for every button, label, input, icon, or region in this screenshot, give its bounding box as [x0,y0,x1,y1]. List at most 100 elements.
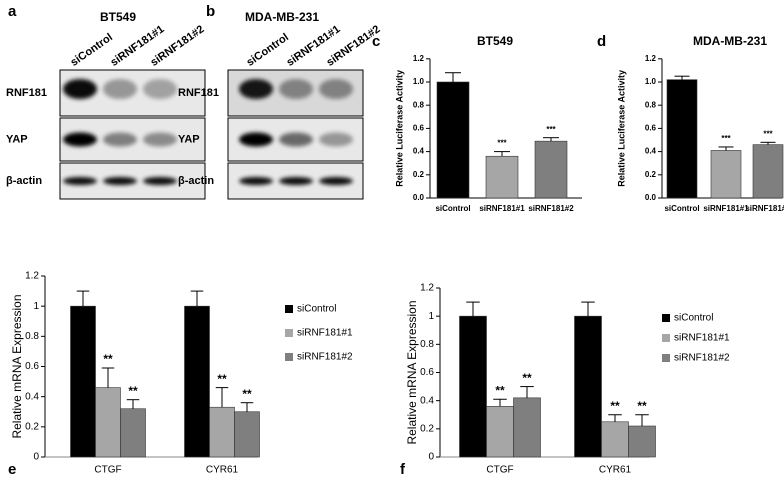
legend-label: siRNF181#1 [297,328,353,339]
significance-label: ** [242,387,252,401]
y-tick-label: 0.2 [645,170,657,179]
x-tick-label: CYR61 [206,465,239,476]
y-tick-label: 0.2 [25,421,39,432]
blot-row-label: YAP [6,133,28,145]
bar [459,315,487,458]
legend-label: siControl [297,304,336,315]
bar [95,387,121,458]
x-tick-label: siControl [435,204,470,213]
blot-band [63,132,97,147]
x-tick-label: siRNF181#1 [479,204,525,213]
bar [710,150,742,199]
bar [70,305,96,458]
y-tick-label: 1.2 [25,271,39,282]
x-tick-label: siRNF181#1 [703,204,749,213]
y-tick-label: 0.6 [413,124,425,133]
legend-swatch [285,329,293,337]
y-axis-label: Relative mRNA Expression [405,300,419,444]
legend-label: siRNF181#1 [674,333,730,344]
blot-band [279,177,313,185]
y-tick-label: 0.0 [413,193,425,202]
x-tick-label: siRNF181#2 [528,204,574,213]
blot-row-label: YAP [178,133,200,145]
panel-label: d [597,33,606,50]
y-tick-label: 0.6 [25,361,39,372]
blot-band [103,79,137,99]
y-tick-label: 1.0 [645,77,657,86]
panel-label: a [8,3,17,20]
significance-label: *** [546,125,556,134]
blot-band [319,177,353,185]
y-tick-label: 0.8 [645,100,657,109]
bar [574,315,602,458]
x-tick-label: CTGF [94,465,121,476]
significance-label: *** [497,139,507,148]
legend-swatch [662,354,670,362]
x-tick-label: siControl [664,204,699,213]
bar [234,411,260,458]
blot-band [239,79,273,99]
blot-title: BT549 [100,10,136,24]
bar [513,397,541,458]
panel-label: e [8,461,16,478]
y-tick-label: 0.6 [420,367,434,378]
bar [534,140,568,199]
y-tick-label: 1.2 [645,54,657,63]
lane-label: siControl [69,31,115,69]
bar [601,421,629,458]
blot-band [143,79,177,99]
bar [436,81,470,199]
bar [184,305,210,458]
x-tick-label: CTGF [486,465,513,476]
legend-label: siRNF181#2 [674,353,730,364]
panel-label: f [400,461,406,478]
y-tick-label: 0 [428,452,434,463]
y-tick-label: 0.6 [645,124,657,133]
y-axis-label: Relative Luciferase Activity [616,70,626,187]
blot-band [319,132,353,147]
y-tick-label: 0.8 [420,339,434,350]
significance-label: ** [103,352,113,366]
panel-label: b [206,3,215,20]
legend-swatch [285,353,293,361]
bar [120,408,146,458]
y-tick-label: 0.2 [420,423,434,434]
chart-title: MDA-MB-231 [693,34,767,48]
blot-band [63,177,97,185]
y-tick-label: 1 [33,301,39,312]
blot-band [279,79,313,99]
y-axis-label: Relative Luciferase Activity [394,70,404,187]
blot-band [103,177,137,185]
y-tick-label: 0.4 [420,395,434,406]
legend-label: siRNF181#2 [297,352,353,363]
blot-band [63,79,97,99]
significance-label: ** [128,384,138,398]
bar [628,425,656,458]
legend-swatch [662,334,670,342]
significance-label: *** [721,134,731,143]
significance-label: *** [763,129,773,138]
y-tick-label: 0.0 [645,193,657,202]
y-tick-label: 0.4 [413,147,425,156]
blot-band [143,177,177,185]
blot-row-label: β-actin [6,175,42,187]
significance-label: ** [610,399,620,413]
bar [486,405,514,458]
y-tick-label: 0 [33,452,39,463]
significance-label: ** [495,383,505,397]
y-tick-label: 1.2 [413,54,425,63]
legend-swatch [285,305,293,313]
y-tick-label: 1.2 [420,283,434,294]
legend-label: siControl [674,313,713,324]
significance-label: ** [217,372,227,386]
bar [485,155,519,199]
x-tick-label: CYR61 [599,465,632,476]
bar [666,79,698,199]
y-tick-label: 1.0 [413,77,425,86]
blot-band [143,132,177,147]
panel-label: c [372,33,380,50]
y-tick-label: 0.8 [413,100,425,109]
y-tick-label: 0.4 [645,147,657,156]
blot-band [103,132,137,147]
